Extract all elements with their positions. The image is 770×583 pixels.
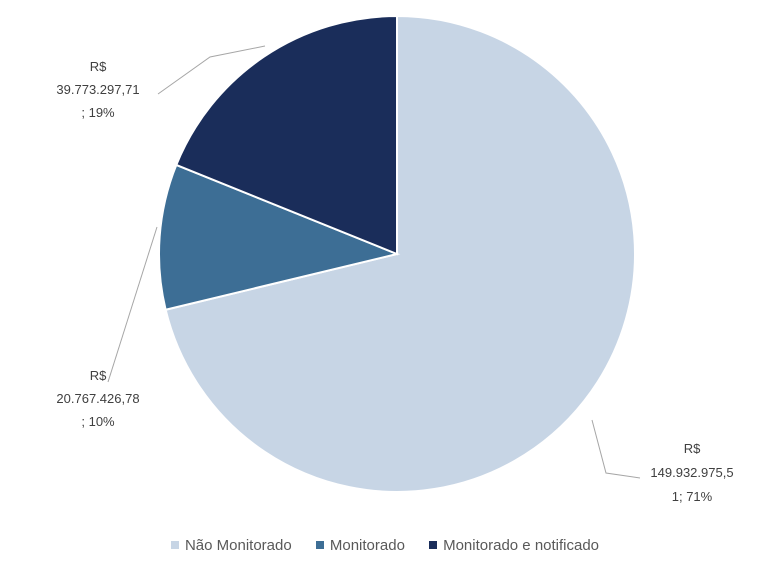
data-label-nao-monitorado: R$ 149.932.975,5 1; 71% [650, 441, 733, 504]
data-labels-layer: R$ 149.932.975,5 1; 71% R$ 20.767.426,78 ; 10… [56, 59, 733, 504]
legend-item-nao-monitorado: Não Monitorado [170, 537, 292, 554]
legend-marker-nao-monitorado [170, 541, 179, 549]
legend-label-monitorado-e-notificado: Monitorado e notificado [443, 537, 600, 554]
leader-line-monitorado [107, 226, 158, 383]
data-label-line: 39.773.297,71 [56, 82, 139, 97]
data-label-line: ; 10% [81, 414, 115, 429]
legend: Não Monitorado Monitorado Monitorado e n… [0, 537, 770, 554]
leader-line-nao-monitorado [591, 419, 641, 479]
leader-line-monitorado-e-notificado [157, 45, 266, 95]
leader-lines-layer [107, 45, 641, 479]
data-label-line: R$ [684, 441, 701, 456]
slices-layer [158, 14, 636, 493]
data-label-monitorado: R$ 20.767.426,78 ; 10% [56, 368, 139, 429]
data-label-line: ; 19% [81, 105, 115, 120]
legend-item-monitorado-e-notificado: Monitorado e notificado [429, 537, 599, 554]
data-label-line: R$ [90, 59, 107, 74]
data-label-line: 20.767.426,78 [56, 391, 139, 406]
data-label-line: R$ [90, 368, 107, 383]
data-label-line: 149.932.975,5 [650, 465, 733, 480]
data-label-monitorado-e-notificado: R$ 39.773.297,71 ; 19% [56, 59, 139, 120]
legend-item-monitorado: Monitorado [315, 537, 405, 554]
pie-slice-nao-monitorado [164, 14, 636, 493]
legend-label-nao-monitorado: Não Monitorado [184, 537, 292, 554]
pie-slice-monitorado [158, 163, 401, 311]
legend-marker-monitorado [315, 541, 324, 549]
legend-marker-monitorado-e-notificado [429, 541, 438, 549]
legend-label-monitorado: Monitorado [329, 537, 405, 554]
data-label-line: 1; 71% [672, 489, 713, 504]
pie-slice-monitorado-e-notificado [174, 14, 398, 256]
